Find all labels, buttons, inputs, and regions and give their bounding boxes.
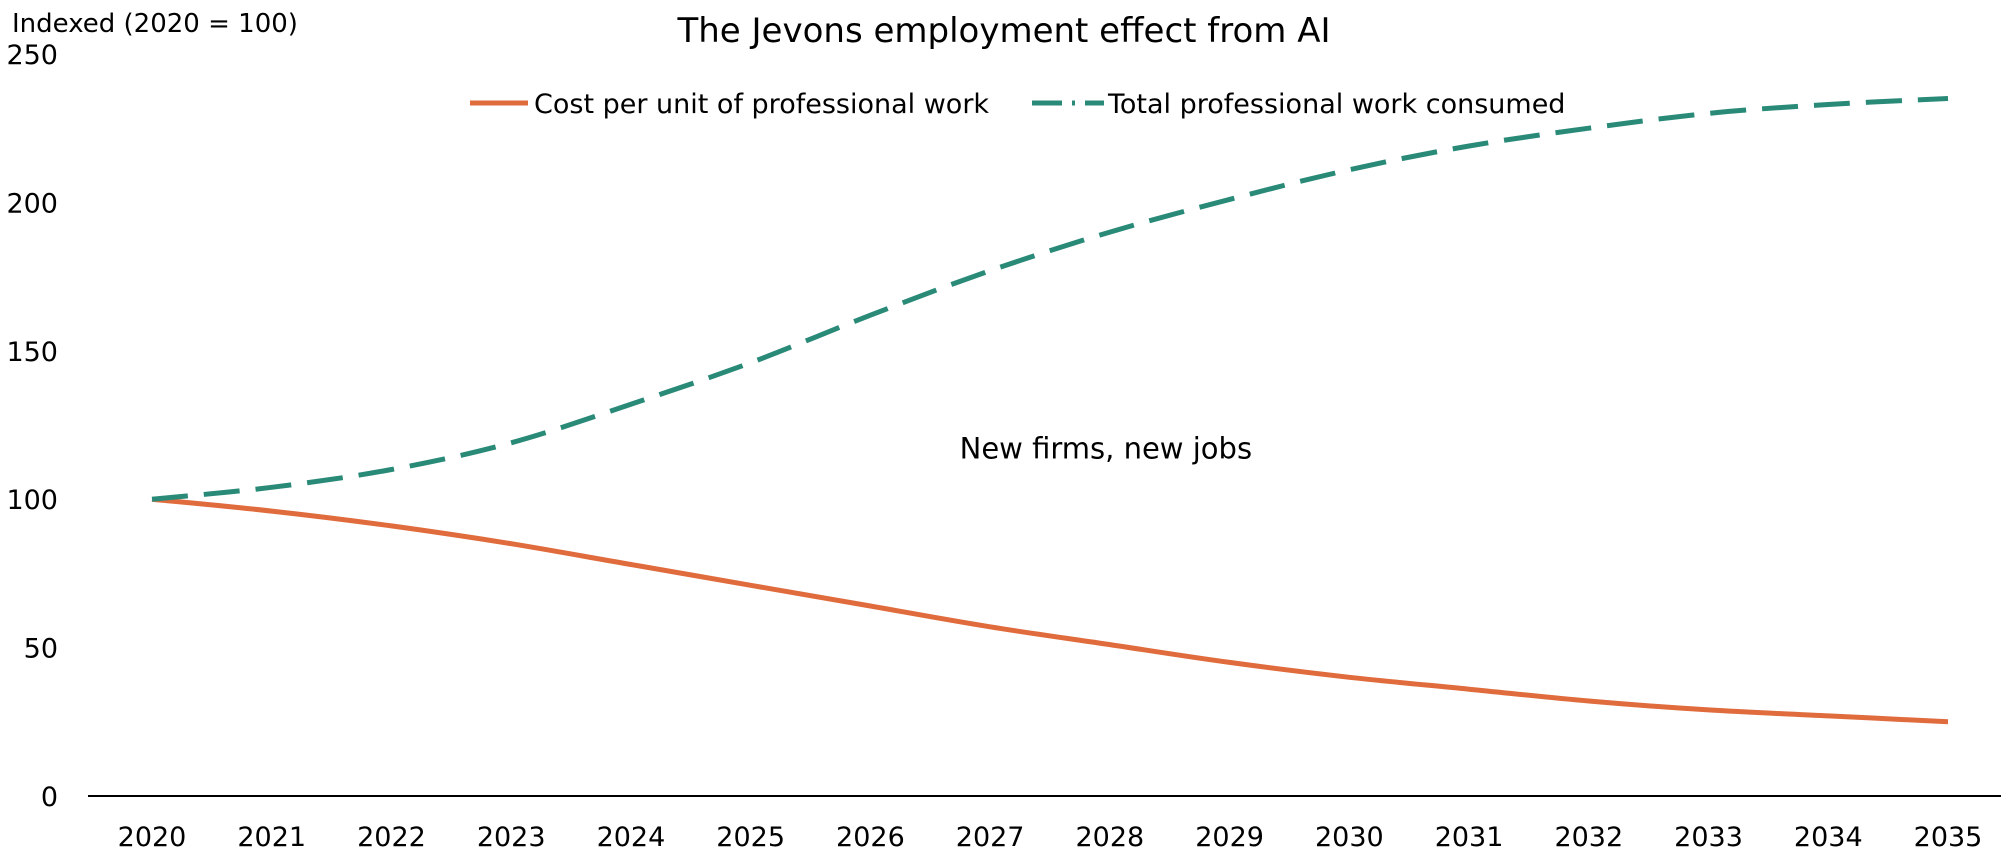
annotation-label: New firms, new jobs [960, 432, 1252, 466]
x-axis: 2020 2021 2022 2023 2024 2025 2026 2027 2028 2029… [118, 822, 1983, 853]
y-axis-unit-label: Indexed (2020 = 100) [12, 9, 298, 39]
series-line-total-work [151, 96, 1949, 502]
x-tick-label: 2025 [716, 822, 785, 853]
x-tick-label: 2030 [1315, 822, 1384, 853]
x-tick-label: 2032 [1554, 822, 1623, 853]
y-tick-label: 50 [24, 634, 58, 665]
legend-label-total-work: Total professional work consumed [1107, 89, 1565, 120]
legend: Cost per unit of professional work Total… [470, 89, 1565, 120]
x-tick-label: 2027 [956, 822, 1025, 853]
x-tick-label: 2026 [836, 822, 905, 853]
x-tick-label: 2034 [1794, 822, 1863, 853]
x-tick-label: 2022 [357, 822, 426, 853]
y-tick-label: 0 [41, 782, 58, 813]
annotation-layer: New firms, new jobs [960, 432, 1252, 466]
x-tick-label: 2031 [1435, 822, 1504, 853]
x-tick-label: 2024 [597, 822, 666, 853]
x-tick-label: 2029 [1195, 822, 1264, 853]
legend-label-cost: Cost per unit of professional work [534, 89, 989, 120]
y-axis: 0 50 100 150 200 250 [6, 40, 58, 813]
y-tick-label: 250 [6, 40, 58, 71]
x-tick-label: 2028 [1076, 822, 1145, 853]
y-tick-label: 100 [6, 485, 58, 516]
x-tick-label: 2021 [237, 822, 306, 853]
x-tick-label: 2033 [1674, 822, 1743, 853]
x-tick-label: 2035 [1914, 822, 1983, 853]
x-tick-label: 2023 [477, 822, 546, 853]
chart-title: The Jevons employment effect from AI [676, 11, 1330, 51]
series-line-cost-per-unit [151, 496, 1949, 725]
y-tick-label: 200 [6, 188, 58, 219]
series-layer [151, 96, 1949, 725]
y-tick-label: 150 [6, 337, 58, 368]
x-tick-label: 2020 [118, 822, 187, 853]
